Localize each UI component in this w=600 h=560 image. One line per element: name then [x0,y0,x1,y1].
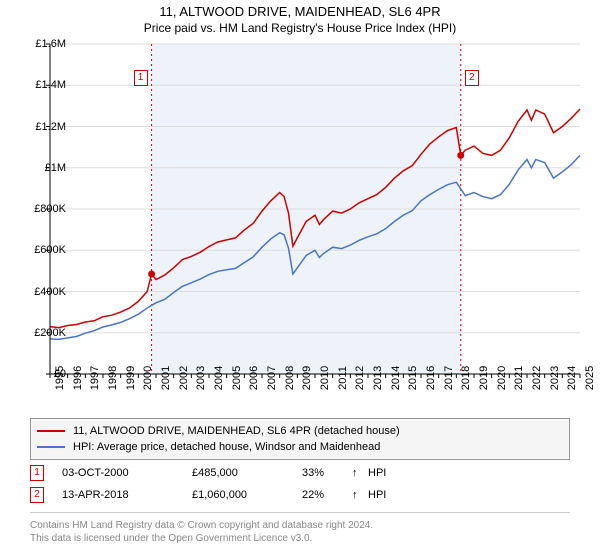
x-tick-label: 1997 [89,366,101,390]
x-tick-label: 2016 [425,366,437,390]
legend-label-hpi: HPI: Average price, detached house, Wind… [73,441,380,453]
sales-table: 1 03-OCT-2000 £485,000 33% ↑ HPI 2 13-AP… [30,462,570,506]
x-tick-label: 1999 [125,366,137,390]
sales-row: 2 13-APR-2018 £1,060,000 22% ↑ HPI [30,484,570,506]
x-tick-label: 2006 [248,366,260,390]
legend-swatch-property [37,430,65,432]
x-tick-label: 2012 [354,366,366,390]
x-tick-label: 1995 [54,366,66,390]
x-tick-label: 2020 [496,366,508,390]
x-tick-label: 2011 [337,366,349,390]
sales-marker-1: 1 [30,465,44,481]
legend-swatch-hpi [37,446,65,448]
sales-row: 1 03-OCT-2000 £485,000 33% ↑ HPI [30,462,570,484]
sales-price-2: £1,060,000 [192,489,302,501]
footer-line-2: This data is licensed under the Open Gov… [30,532,570,545]
x-tick-label: 2013 [372,366,384,390]
y-tick-label: £800K [34,203,66,215]
x-tick-label: 2019 [478,366,490,390]
sales-price-1: £485,000 [192,467,302,479]
x-tick-label: 2024 [566,366,578,390]
legend-label-property: 11, ALTWOOD DRIVE, MAIDENHEAD, SL6 4PR (… [73,425,400,437]
chart-marker-1: 1 [134,70,148,86]
legend: 11, ALTWOOD DRIVE, MAIDENHEAD, SL6 4PR (… [30,418,570,460]
x-tick-label: 2017 [443,366,455,390]
chart-subtitle: Price paid vs. HM Land Registry's House … [0,21,600,41]
y-tick-label: £1.4M [35,79,66,91]
x-tick-label: 2023 [549,366,561,390]
sales-hpi-2: HPI [368,489,386,501]
legend-item-hpi: HPI: Average price, detached house, Wind… [37,439,563,455]
y-tick-label: £1M [45,162,66,174]
chart-title: 11, ALTWOOD DRIVE, MAIDENHEAD, SL6 4PR [0,0,600,21]
x-tick-label: 2021 [513,366,525,390]
sales-hpi-1: HPI [368,467,386,479]
y-tick-label: £600K [34,244,66,256]
x-tick-label: 2010 [319,366,331,390]
chart-svg [50,44,580,374]
x-tick-label: 2018 [460,366,472,390]
x-tick-label: 2002 [178,366,190,390]
x-tick-label: 2000 [142,366,154,390]
x-tick-label: 2001 [160,366,172,390]
up-arrow-icon: ↑ [352,467,368,479]
x-tick-label: 2014 [390,366,402,390]
chart-container: 11, ALTWOOD DRIVE, MAIDENHEAD, SL6 4PR P… [0,0,600,560]
x-tick-label: 1998 [107,366,119,390]
y-tick-label: £1.2M [35,121,66,133]
sales-pct-2: 22% [302,489,352,501]
x-tick-label: 2009 [301,366,313,390]
x-tick-label: 2022 [531,366,543,390]
x-tick-label: 2015 [407,366,419,390]
sales-pct-1: 33% [302,467,352,479]
sales-date-2: 13-APR-2018 [62,489,192,501]
chart-plot-area [50,44,580,374]
y-tick-label: £200K [34,327,66,339]
x-tick-label: 2005 [231,366,243,390]
chart-marker-2: 2 [465,70,479,86]
x-tick-label: 2003 [195,366,207,390]
legend-item-property: 11, ALTWOOD DRIVE, MAIDENHEAD, SL6 4PR (… [37,423,563,439]
x-tick-label: 1996 [72,366,84,390]
y-tick-label: £1.6M [35,38,66,50]
y-tick-label: £400K [34,286,66,298]
x-tick-label: 2007 [266,366,278,390]
x-tick-label: 2008 [284,366,296,390]
sales-date-1: 03-OCT-2000 [62,467,192,479]
footer-line-1: Contains HM Land Registry data © Crown c… [30,519,570,532]
up-arrow-icon: ↑ [352,489,368,501]
footer: Contains HM Land Registry data © Crown c… [30,512,570,545]
x-tick-label: 2004 [213,366,225,390]
sales-marker-2: 2 [30,487,44,503]
x-tick-label: 2025 [584,366,596,390]
